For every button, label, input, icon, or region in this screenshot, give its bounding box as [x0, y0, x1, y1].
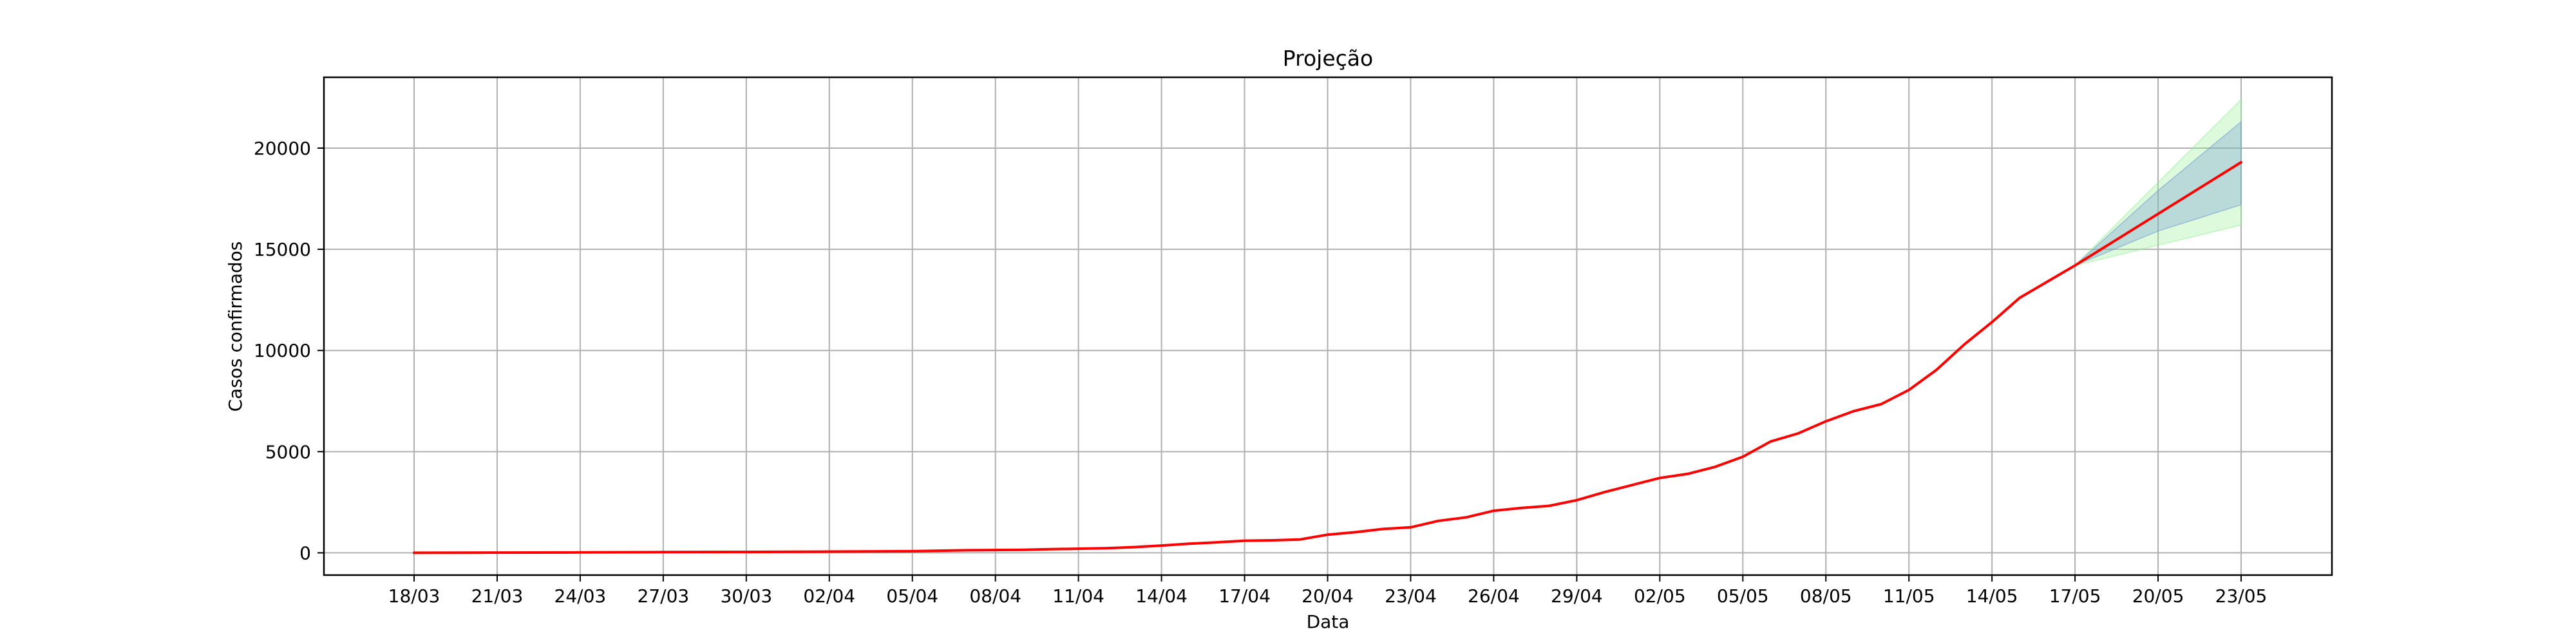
x-tick-label: 02/05 — [1634, 585, 1686, 607]
y-axis-label: Casos confirmados — [225, 242, 246, 412]
x-tick-label: 05/04 — [886, 585, 938, 607]
x-tick-label: 21/03 — [471, 585, 524, 607]
grid-layer — [324, 77, 2332, 575]
x-tick-label: 18/03 — [388, 585, 440, 607]
x-tick-label: 17/05 — [2049, 585, 2101, 607]
x-tick-label: 08/04 — [969, 585, 1021, 607]
x-tick-label: 11/05 — [1883, 585, 1935, 607]
y-tick-label: 5000 — [265, 441, 311, 462]
x-tick-label: 29/04 — [1551, 585, 1603, 607]
y-tick-label: 15000 — [254, 239, 311, 260]
x-tick-label: 11/04 — [1052, 585, 1104, 607]
line-layer — [413, 161, 2242, 554]
x-tick-label: 17/04 — [1218, 585, 1271, 607]
x-tick-label: 23/04 — [1385, 585, 1437, 607]
x-tick-label: 20/05 — [2132, 585, 2184, 607]
x-tick-label: 14/04 — [1135, 585, 1188, 607]
band-layer — [2073, 98, 2242, 267]
confirmed-cases-line — [413, 161, 2242, 554]
tick-layer: 18/03 21/03 24/03 27/03 30/03 02/04 05/04 08/04… — [254, 138, 2267, 607]
x-tick-label: 20/04 — [1302, 585, 1354, 607]
x-tick-label: 05/05 — [1717, 585, 1769, 607]
y-tick-label: 10000 — [254, 340, 311, 361]
x-tick-label: 08/05 — [1800, 585, 1852, 607]
x-tick-label: 14/05 — [1966, 585, 2018, 607]
x-axis-label: Data — [1307, 611, 1350, 632]
x-tick-label: 23/05 — [2215, 585, 2268, 607]
y-tick-label: 0 — [299, 542, 311, 564]
x-tick-label: 27/03 — [638, 585, 690, 607]
x-tick-label: 02/04 — [803, 585, 855, 607]
x-tick-label: 30/03 — [720, 585, 772, 607]
x-tick-label: 26/04 — [1468, 585, 1520, 607]
y-tick-label: 20000 — [254, 138, 311, 159]
x-tick-label: 24/03 — [554, 585, 607, 607]
chart-title: Projeção — [1283, 46, 1373, 71]
